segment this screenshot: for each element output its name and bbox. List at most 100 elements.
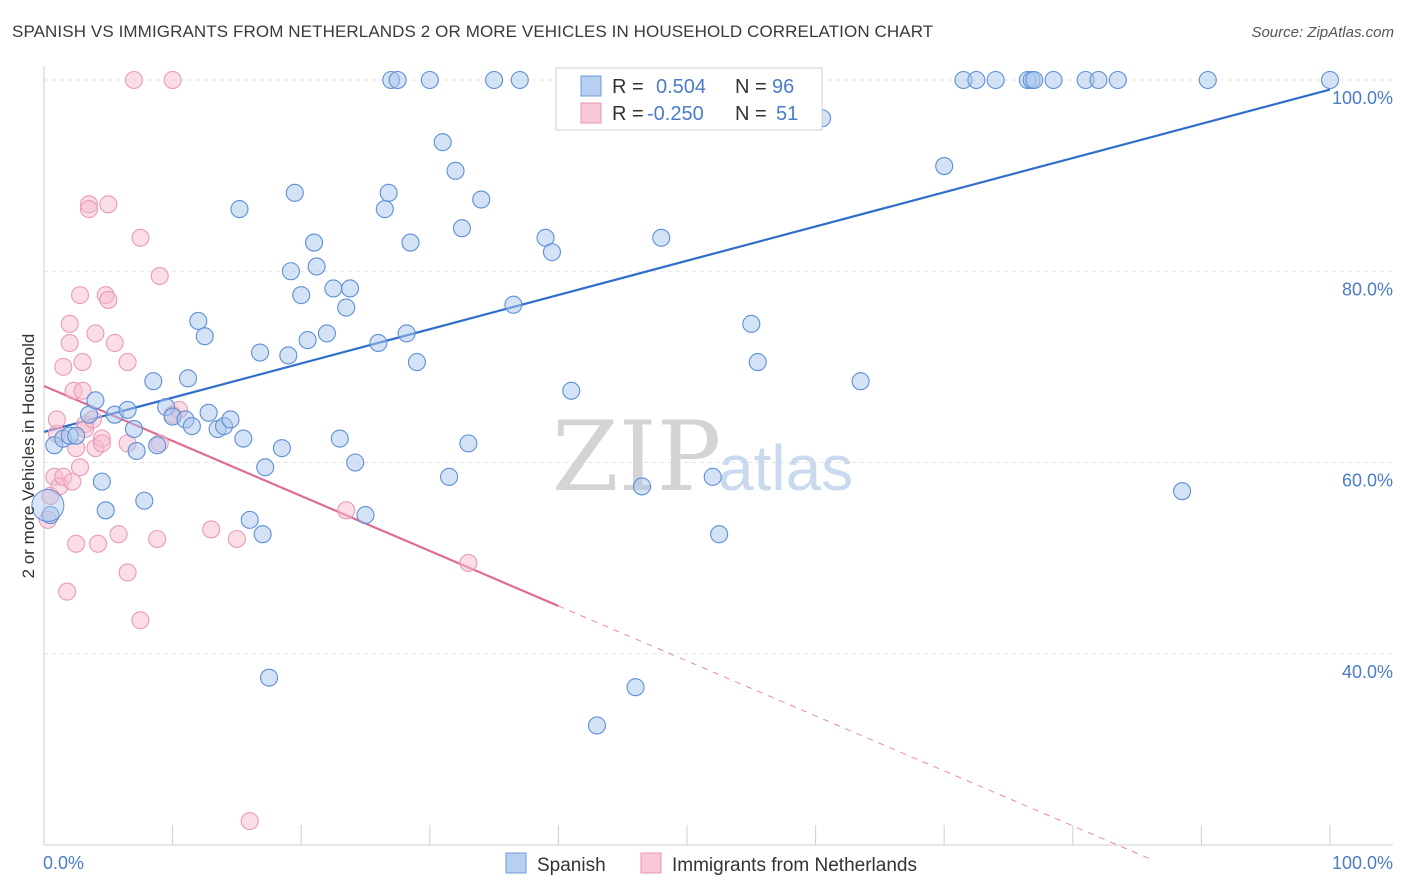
spanish-point	[379, 183, 398, 202]
spanish-point	[250, 343, 270, 362]
netherlands-point	[118, 563, 137, 582]
netherlands-point	[73, 381, 92, 400]
y-tick-labels: 40.0% 60.0% 80.0% 100.0%	[1332, 88, 1393, 682]
spanish-point	[92, 472, 111, 491]
spanish-point	[256, 458, 275, 477]
chart-title: SPANISH VS IMMIGRANTS FROM NETHERLANDS 2…	[12, 22, 934, 41]
netherlands-point	[70, 286, 90, 305]
axes	[43, 66, 1393, 846]
spanish-point	[1044, 70, 1063, 90]
netherlands-point	[88, 534, 108, 553]
netherlands-point	[60, 314, 79, 333]
spanish-point	[375, 200, 394, 219]
spanish-point	[420, 70, 439, 90]
spanish-point	[1108, 70, 1127, 90]
spanish-point	[281, 262, 300, 281]
spanish-point	[1320, 70, 1340, 90]
spanish-point	[356, 506, 375, 525]
netherlands-point	[67, 534, 86, 553]
spanish-point	[587, 716, 607, 735]
spanish-point	[240, 510, 259, 529]
netherlands-point	[105, 333, 124, 353]
spanish-point	[96, 501, 115, 520]
spanish-point	[337, 298, 356, 317]
spanish-point	[127, 441, 146, 461]
spanish-point	[195, 327, 214, 346]
y-tick-label-80: 80.0%	[1342, 279, 1393, 299]
spanish-point	[851, 372, 870, 391]
spanish-point	[459, 434, 478, 453]
spanish-point	[199, 403, 218, 422]
netherlands-point	[70, 458, 90, 477]
series-netherlands-points	[38, 70, 478, 831]
spanish-point	[259, 668, 279, 687]
spanish-point	[292, 286, 311, 305]
legend-n-label-netherlands: N =	[735, 103, 767, 125]
spanish-point	[504, 295, 523, 314]
spanish-point	[67, 426, 86, 445]
spanish-point	[626, 678, 645, 697]
x-tick-label-min: 0.0%	[43, 853, 84, 873]
legend-swatch-spanish	[580, 75, 602, 97]
netherlands-point	[148, 529, 167, 549]
watermark-zip: ZIP	[552, 401, 721, 513]
y-tick-label-100: 100.0%	[1332, 88, 1393, 108]
spanish-point	[182, 417, 201, 436]
netherlands-point	[131, 228, 150, 247]
bottom-legend-label-spanish: Spanish	[537, 855, 606, 876]
legend-r-label-spanish: R =	[612, 76, 644, 98]
spanish-point	[144, 372, 163, 391]
netherlands-point	[163, 70, 182, 90]
spanish-point	[1025, 70, 1044, 90]
netherlands-trend-extension	[558, 605, 1151, 860]
spanish-point	[452, 219, 472, 238]
spanish-point	[446, 161, 465, 180]
grid-lines	[44, 79, 1393, 655]
spanish-cluster-point	[31, 489, 65, 523]
spanish-point	[341, 279, 360, 298]
spanish-point	[272, 439, 291, 458]
spanish-point	[298, 331, 317, 350]
spanish-point	[324, 279, 343, 298]
netherlands-point	[47, 410, 66, 429]
spanish-point	[742, 314, 761, 333]
y-axis-label: 2 or more Vehicles in Household	[19, 334, 38, 579]
netherlands-point	[60, 333, 79, 353]
spanish-point	[369, 333, 388, 353]
spanish-point	[234, 429, 253, 448]
chart-source: Source: ZipAtlas.com	[1251, 24, 1394, 41]
netherlands-point	[92, 434, 111, 453]
spanish-point	[178, 369, 198, 388]
bottom-legend-swatch-netherlands	[640, 852, 662, 874]
spanish-point	[562, 381, 581, 400]
legend-n-label-spanish: N =	[735, 76, 767, 98]
spanish-point	[189, 311, 208, 331]
bottom-legend-label-netherlands: Immigrants from Netherlands	[672, 855, 917, 876]
spanish-point	[748, 353, 767, 372]
spanish-point	[86, 391, 105, 410]
spanish-point	[440, 467, 459, 486]
netherlands-point	[86, 324, 105, 343]
spanish-point	[652, 228, 671, 247]
y-tick-label-40: 40.0%	[1342, 662, 1393, 682]
spanish-point	[135, 491, 154, 510]
spanish-point	[542, 243, 562, 262]
netherlands-point	[337, 501, 356, 520]
spanish-point	[307, 257, 326, 276]
netherlands-point	[79, 200, 99, 219]
netherlands-point	[118, 353, 137, 372]
netherlands-point	[54, 357, 73, 376]
spanish-point	[148, 436, 167, 455]
spanish-point	[986, 70, 1005, 90]
spanish-point	[1089, 70, 1108, 90]
netherlands-point	[459, 553, 478, 572]
spanish-point	[485, 70, 504, 90]
spanish-point	[388, 70, 407, 90]
spanish-point	[41, 506, 60, 525]
legend-r-value-netherlands: -0.250	[647, 103, 704, 125]
spanish-point	[935, 157, 954, 176]
netherlands-point	[63, 472, 82, 491]
spanish-point	[330, 429, 349, 448]
correlation-legend: R = 0.504 N = 96 R = -0.250 N = 51	[555, 67, 823, 131]
